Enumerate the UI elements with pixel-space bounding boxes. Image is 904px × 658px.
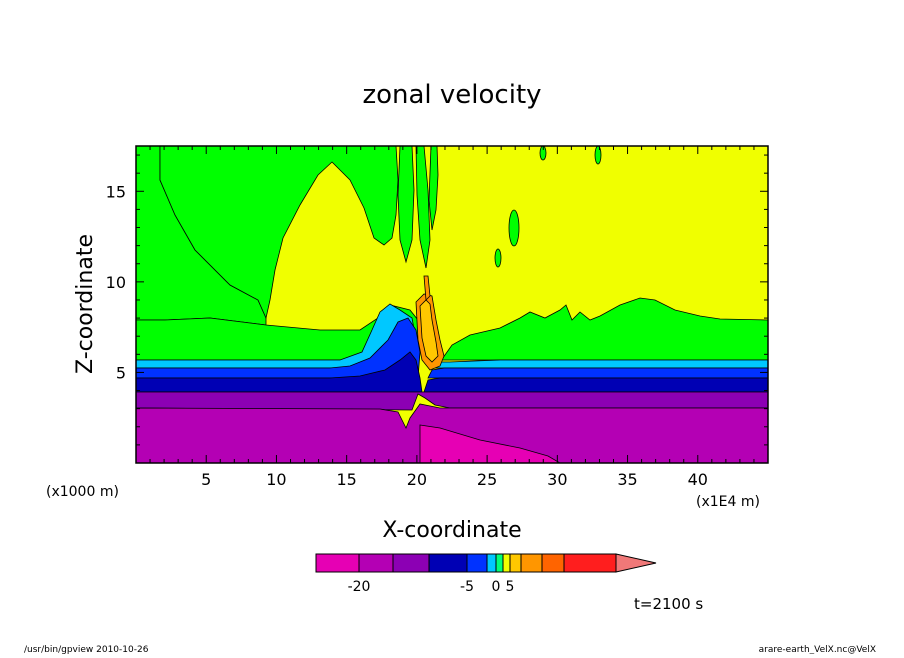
region-orange-inner: [419, 299, 439, 363]
colorbar-segment-0: [315, 553, 360, 573]
plot-area: [136, 146, 768, 463]
region-green-streak-2: [415, 146, 431, 269]
colorbar-segment-6: [495, 553, 504, 573]
region-pink-lobe: [419, 424, 561, 463]
plot-frame: [135, 145, 769, 464]
y-tick-label-2: 15: [106, 182, 126, 201]
colorbar-segment-7: [502, 553, 511, 573]
region-green-blob-3: [539, 146, 547, 161]
colorbar-segment-2: [392, 553, 430, 573]
colorbar-segment-10: [541, 553, 565, 573]
x-tick-label-2: 15: [336, 470, 356, 489]
x-tick-label-0: 5: [201, 470, 211, 489]
colorbar-segment-9: [520, 553, 543, 573]
region-orange-filament: [423, 275, 431, 301]
time-label: t=2100 s: [634, 595, 703, 613]
region-cyan-band-right: [429, 359, 768, 369]
colorbar: [315, 553, 657, 573]
y-tick-label-1: 10: [106, 273, 126, 292]
region-green-streak-1: [397, 146, 415, 264]
colorbar-label-0: -20: [348, 579, 371, 595]
x-axis-unit: (x1E4 m): [696, 494, 760, 510]
region-blue-band-right: [427, 367, 768, 379]
region-green-blob-1: [508, 209, 520, 247]
region-purple-band: [136, 391, 768, 411]
colorbar-segment-5: [486, 553, 497, 573]
x-tick-label-3: 20: [407, 470, 427, 489]
x-tick-label-6: 35: [617, 470, 637, 489]
y-tick-label-0: 5: [116, 363, 126, 382]
x-axis-ticks: 5 10 15 20 25 30 35 40: [149, 146, 755, 489]
region-green-streak-3: [428, 146, 439, 231]
y-axis-ticks: 5 10 15: [106, 154, 768, 446]
colorbar-labels: -20 -5 0 5: [348, 579, 515, 595]
colorbar-segment-11: [563, 553, 617, 573]
y-axis-unit: (x1000 m): [46, 484, 119, 500]
colorbar-segment-8: [509, 553, 522, 573]
footer-right: arare-earth_VelX.nc@VelX: [759, 645, 876, 654]
colorbar-segment-4: [466, 553, 488, 573]
x-tick-label-1: 10: [266, 470, 286, 489]
y-axis-title: Z-coordinate: [73, 234, 98, 374]
colorbar-segment-3: [428, 553, 468, 573]
x-tick-label-4: 25: [477, 470, 497, 489]
colorbar-label-1: -5: [460, 579, 474, 595]
colorbar-label-3: 5: [506, 579, 515, 595]
colorbar-label-2: 0: [492, 579, 501, 595]
x-axis-title: X-coordinate: [382, 518, 521, 543]
region-green-blob-2: [494, 248, 502, 268]
colorbar-segment-1: [358, 553, 394, 573]
chart-title: zonal velocity: [362, 80, 541, 110]
region-darkblue-band-right: [423, 377, 768, 393]
footer-left: /usr/bin/gpview 2010-10-26: [24, 645, 149, 654]
x-tick-label-5: 30: [547, 470, 567, 489]
region-green-blob-4: [594, 146, 602, 165]
region-green-upper-mid: [159, 146, 399, 320]
colorbar-extension: [615, 553, 657, 573]
x-tick-label-7: 40: [688, 470, 708, 489]
region-green-band-right: [439, 297, 768, 364]
